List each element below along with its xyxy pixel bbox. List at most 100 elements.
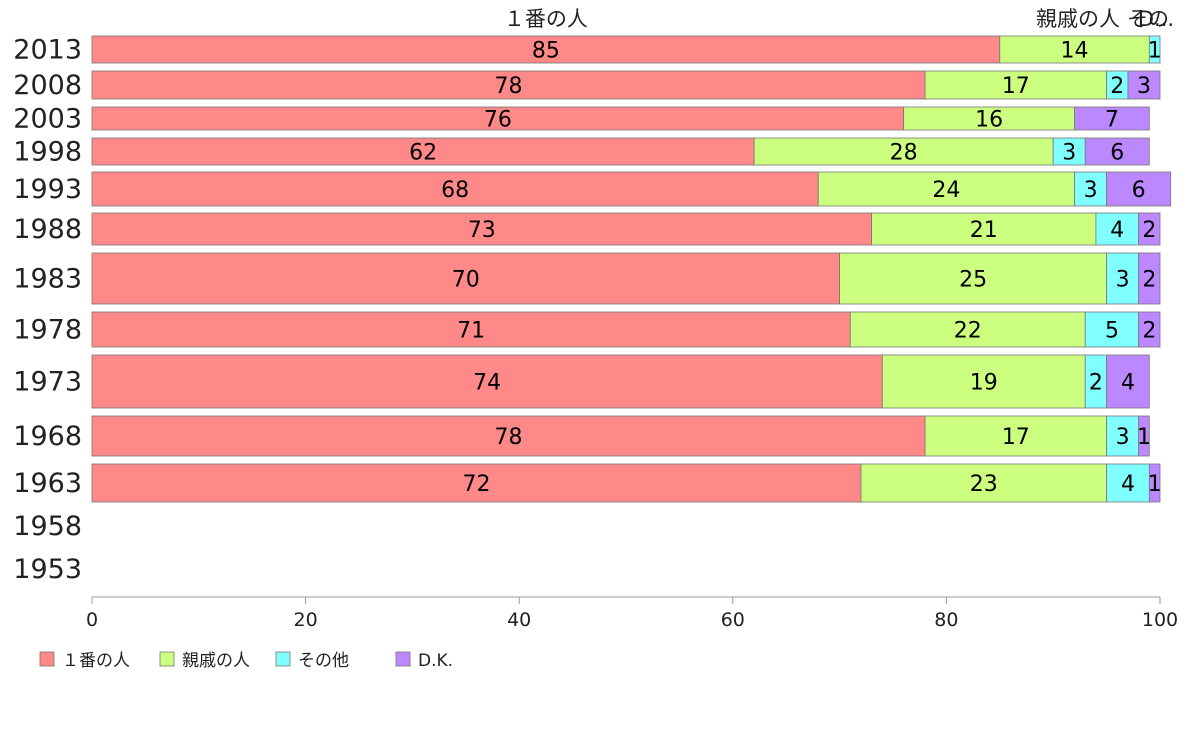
bar-1993-series-1: [817, 171, 1075, 207]
data-label-1978-series-3: 2: [1142, 319, 1156, 344]
category-label-1988: 1988: [13, 214, 82, 245]
bar-1993-series-2: [1074, 171, 1108, 207]
data-label-1963-series-2: 4: [1121, 472, 1135, 497]
bar-1998-series-0: [91, 137, 755, 166]
bar-1963-series-2: [1106, 463, 1150, 503]
bar-1998-series-1: [753, 137, 1054, 166]
category-label-2003: 2003: [13, 104, 82, 135]
data-label-1998-series-0: 62: [409, 141, 437, 166]
bar-1978-series-1: [849, 311, 1086, 348]
data-label-2013-series-2: 1: [1148, 39, 1162, 64]
data-label-1978-series-1: 22: [954, 319, 982, 344]
bar-1973-series-3: [1106, 354, 1150, 409]
data-label-2008-series-2: 2: [1110, 74, 1124, 99]
data-label-1998-series-3: 6: [1110, 141, 1124, 166]
bar-1993-series-0: [91, 171, 819, 207]
top-series-label-1: 親戚の人: [1036, 7, 1120, 31]
data-label-1968-series-2: 3: [1116, 425, 1130, 450]
bar-1963-series-3: [1148, 463, 1161, 503]
data-label-2008-series-1: 17: [1002, 74, 1030, 99]
data-label-1963-series-3: 1: [1148, 472, 1162, 497]
legend: １番の人 親戚の人 その他 D.K.: [39, 651, 453, 671]
data-label-2003-series-3: 7: [1105, 108, 1119, 133]
bar-1978-series-0: [91, 311, 851, 348]
bar-2003-series-3: [1074, 106, 1150, 131]
legend-swatch-2: [275, 651, 291, 667]
data-label-1998-series-1: 28: [890, 141, 918, 166]
category-label-1958: 1958: [13, 511, 82, 542]
data-label-1963-series-1: 23: [970, 472, 998, 497]
legend-swatch-3: [395, 651, 411, 667]
x-tick-label-40: 40: [507, 609, 531, 631]
bar-2013-series-2: [1148, 35, 1161, 64]
data-label-1988-series-0: 73: [468, 218, 496, 243]
data-label-1978-series-0: 71: [457, 319, 485, 344]
legend-label-0: １番の人: [62, 651, 130, 671]
data-label-1968-series-0: 78: [495, 425, 523, 450]
top-series-label-2: その: [1127, 7, 1169, 31]
category-label-1953: 1953: [13, 554, 82, 585]
data-label-1968-series-1: 17: [1002, 425, 1030, 450]
bar-1983-series-2: [1106, 252, 1140, 305]
category-label-1963: 1963: [13, 468, 82, 499]
bar-1988-series-0: [91, 212, 873, 246]
x-tick-label-100: 100: [1142, 609, 1178, 631]
bar-2008-series-0: [91, 70, 926, 100]
legend-swatch-0: [39, 651, 55, 667]
data-label-1963-series-0: 72: [462, 472, 490, 497]
category-label-2013: 2013: [13, 35, 82, 66]
data-label-1983-series-1: 25: [959, 268, 987, 293]
bar-1963-series-0: [91, 463, 862, 503]
data-label-2008-series-3: 3: [1137, 74, 1151, 99]
data-label-1988-series-3: 2: [1142, 218, 1156, 243]
data-label-1968-series-3: 1: [1137, 425, 1151, 450]
x-tick-label-60: 60: [721, 609, 745, 631]
bar-1983-series-0: [91, 252, 840, 305]
category-label-1973: 1973: [13, 367, 82, 398]
data-label-1993-series-0: 68: [441, 178, 469, 203]
data-label-1993-series-2: 3: [1084, 178, 1098, 203]
data-label-1983-series-0: 70: [452, 268, 480, 293]
bar-2013-series-1: [999, 35, 1150, 64]
data-label-2003-series-1: 16: [975, 108, 1003, 133]
top-series-labels: １番の人 親戚の人 そのD...: [504, 7, 1174, 31]
data-label-1993-series-3: 6: [1132, 178, 1146, 203]
bar-1968-series-2: [1106, 415, 1140, 457]
category-label-1993: 1993: [13, 174, 82, 205]
bar-1973-series-0: [91, 354, 883, 409]
data-label-1988-series-1: 21: [970, 218, 998, 243]
legend-label-3: D.K.: [418, 651, 453, 671]
category-label-2008: 2008: [13, 70, 82, 101]
category-label-1998: 1998: [13, 137, 82, 168]
category-label-1978: 1978: [13, 315, 82, 346]
top-series-label-0: １番の人: [504, 7, 588, 31]
data-label-2003-series-0: 76: [484, 108, 512, 133]
x-axis: 0 20 40 60 80 100: [86, 596, 1178, 631]
data-label-1973-series-1: 19: [970, 371, 998, 396]
bar-2008-series-1: [924, 70, 1107, 100]
data-label-2008-series-0: 78: [495, 74, 523, 99]
data-label-1973-series-2: 2: [1089, 371, 1103, 396]
data-label-1993-series-1: 24: [932, 178, 960, 203]
data-label-2013-series-1: 14: [1061, 39, 1089, 64]
data-label-1998-series-2: 3: [1062, 141, 1076, 166]
category-label-1983: 1983: [13, 264, 82, 295]
category-label-1968: 1968: [13, 421, 82, 452]
top-series-label-3: D...: [1138, 7, 1174, 31]
bar-1983-series-3: [1138, 252, 1161, 305]
data-label-1983-series-3: 2: [1142, 268, 1156, 293]
data-label-1983-series-2: 3: [1116, 268, 1130, 293]
bar-1978-series-2: [1084, 311, 1140, 348]
bar-1983-series-1: [839, 252, 1107, 305]
bar-1993-series-3: [1106, 171, 1172, 207]
bar-1963-series-1: [860, 463, 1108, 503]
data-label-1973-series-3: 4: [1121, 371, 1135, 396]
bar-1988-series-2: [1095, 212, 1140, 246]
bar-2013-series-0: [91, 35, 1001, 64]
bar-1968-series-3: [1138, 415, 1150, 457]
x-tick-label-20: 20: [294, 609, 318, 631]
data-label-2013-series-0: 85: [532, 39, 560, 64]
data-label-1978-series-2: 5: [1105, 319, 1119, 344]
